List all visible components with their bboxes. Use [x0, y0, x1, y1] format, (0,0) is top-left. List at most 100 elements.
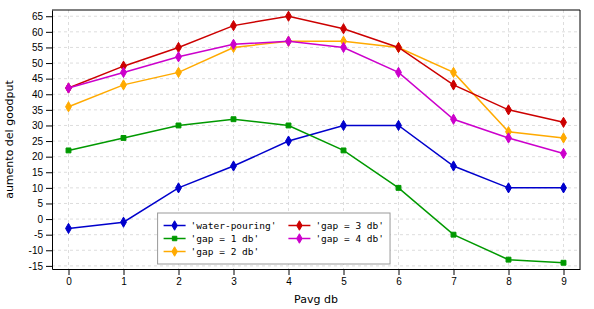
x-tick-mark	[124, 269, 125, 275]
data-point	[176, 67, 182, 77]
y-axis-line	[52, 11, 53, 270]
data-point	[451, 161, 457, 171]
y-tick: 55	[32, 42, 52, 53]
y-tick-label: 30	[32, 120, 44, 131]
data-point	[231, 21, 237, 31]
data-point	[506, 257, 511, 262]
legend-marker	[297, 221, 302, 230]
data-point	[231, 117, 236, 122]
y-tick: 50	[32, 58, 52, 69]
x-tick-label: 6	[396, 276, 402, 287]
legend-marker	[172, 236, 176, 240]
y-tick-label: 10	[32, 183, 44, 194]
data-point	[176, 123, 181, 128]
data-point	[286, 136, 292, 146]
y-tick: 20	[32, 151, 52, 162]
y-tick-label: 45	[32, 73, 44, 84]
y-tick: 30	[32, 120, 52, 131]
y-tick-mark	[46, 250, 52, 251]
x-tick-label: 3	[231, 276, 237, 287]
y-tick-label: 35	[32, 105, 44, 116]
x-tick-label: 5	[341, 276, 347, 287]
data-point	[66, 83, 72, 93]
y-tick-mark	[46, 94, 52, 95]
y-tick-mark	[46, 157, 52, 158]
x-tick-mark	[344, 269, 345, 275]
x-tick-mark	[399, 269, 400, 275]
legend-entry: 'gap = 2 db'	[164, 246, 260, 257]
legend-label: 'gap = 4 db'	[315, 233, 384, 244]
x-tick-label: 2	[176, 276, 182, 287]
data-point	[451, 67, 457, 77]
series	[66, 117, 566, 265]
y-tick-label: 0	[37, 214, 43, 225]
data-point	[121, 217, 127, 227]
series-line	[69, 16, 564, 122]
legend-label: 'water-pouring'	[191, 220, 277, 231]
x-axis: 0123456789	[53, 269, 581, 287]
data-point	[341, 120, 347, 130]
y-tick-mark	[46, 63, 52, 64]
y-axis: -15-10-505101520253035404550556065	[29, 11, 53, 272]
x-tick-mark	[179, 269, 180, 275]
data-point	[66, 223, 72, 233]
series	[66, 36, 567, 143]
x-tick-label: 8	[506, 276, 512, 287]
grid-line	[52, 16, 580, 17]
data-point	[286, 36, 292, 46]
x-tick-mark	[454, 269, 455, 275]
y-tick-label: -15	[29, 261, 44, 272]
y-tick-label: 55	[32, 42, 44, 53]
legend-entry: 'gap = 1 db'	[164, 233, 260, 244]
grid-line	[52, 94, 580, 95]
y-tick: 5	[37, 198, 52, 209]
series-line	[69, 41, 564, 153]
y-tick: 40	[32, 89, 52, 100]
y-tick-label: -5	[34, 229, 43, 240]
legend-entry: 'gap = 4 db'	[288, 233, 384, 244]
legend-label: 'gap = 3 db'	[315, 220, 384, 231]
series-line	[69, 41, 564, 138]
y-tick: 45	[32, 73, 52, 84]
legend-frame	[158, 213, 390, 264]
data-point	[121, 135, 126, 140]
grid-line	[52, 156, 580, 157]
data-point	[561, 148, 567, 158]
y-tick-label: 40	[32, 89, 44, 100]
y-tick-mark	[46, 16, 52, 17]
y-tick: 65	[32, 11, 52, 22]
legend-label: 'gap = 1 db'	[191, 233, 260, 244]
data-point	[341, 148, 346, 153]
data-point	[396, 67, 402, 77]
x-tick: 6	[396, 269, 402, 287]
y-tick: 35	[32, 105, 52, 116]
grid-line	[52, 47, 580, 48]
x-axis-line	[53, 269, 581, 270]
frame	[580, 10, 581, 269]
x-tick: 1	[121, 269, 127, 287]
legend-marker	[297, 234, 302, 243]
x-tick: 3	[231, 269, 237, 287]
x-tick-label: 1	[121, 276, 127, 287]
data-point	[451, 80, 457, 90]
x-tick: 7	[451, 269, 457, 287]
data-point	[561, 117, 567, 127]
x-tick-label: 4	[286, 276, 292, 287]
x-tick: 2	[176, 269, 182, 287]
data-point	[231, 39, 237, 49]
y-tick-mark	[46, 172, 52, 173]
data-point	[66, 148, 71, 153]
data-point	[286, 123, 291, 128]
data-point	[561, 260, 566, 265]
data-point	[341, 42, 347, 52]
grid-line	[52, 78, 580, 79]
y-tick-mark	[46, 141, 52, 142]
x-tick-label: 9	[561, 276, 567, 287]
legend: 'water-pouring' 'gap = 1 db' 'gap = 2 db' '…	[158, 213, 390, 264]
grid-line	[52, 265, 580, 266]
legend-entry: 'gap = 3 db'	[288, 220, 384, 231]
x-axis-title: Pavg db	[294, 293, 338, 306]
y-tick-mark	[46, 266, 52, 267]
series-line	[69, 119, 564, 263]
grid-line	[52, 125, 580, 126]
